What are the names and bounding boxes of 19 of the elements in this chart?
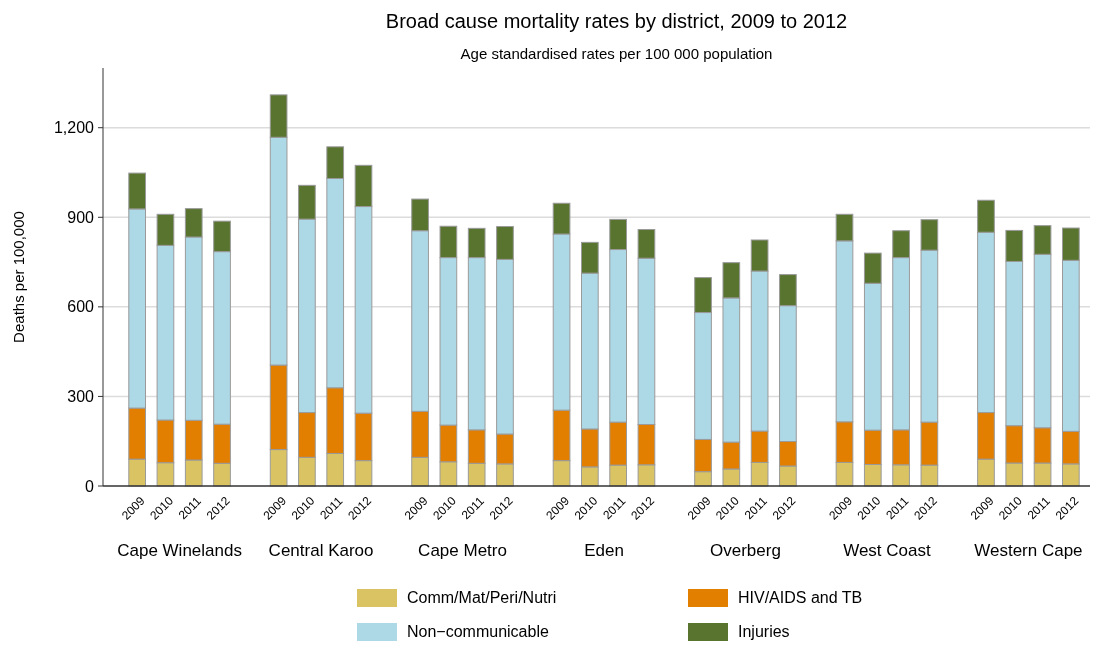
y-tick-label: 600 — [67, 298, 95, 316]
text: West Coast — [843, 541, 931, 560]
text: Western Cape — [974, 541, 1083, 560]
text: Cape Metro — [418, 541, 507, 560]
text: Central Karoo — [268, 541, 374, 560]
text: Eden — [584, 541, 624, 560]
y-axis-title: Deaths per 100,000 — [10, 211, 27, 343]
y-tick-label: 0 — [85, 477, 95, 495]
legend-label: HIV/AIDS and TB — [738, 589, 863, 606]
y-tick-label: 900 — [67, 208, 95, 226]
legend-label: Non−communicable — [407, 623, 549, 640]
chart-subtitle: Age standardised rates per 100 000 population — [460, 45, 773, 62]
y-tick-label: 1,200 — [53, 119, 95, 137]
legend-label: Comm/Mat/Peri/Nutri — [407, 589, 557, 606]
text: Overberg — [710, 541, 781, 560]
legend-label: Injuries — [738, 623, 790, 640]
chart-title: Broad cause mortality rates by district, 2009 to 2012 — [385, 10, 848, 32]
text: Cape Winelands — [117, 541, 242, 560]
y-tick-label: 300 — [67, 388, 95, 406]
